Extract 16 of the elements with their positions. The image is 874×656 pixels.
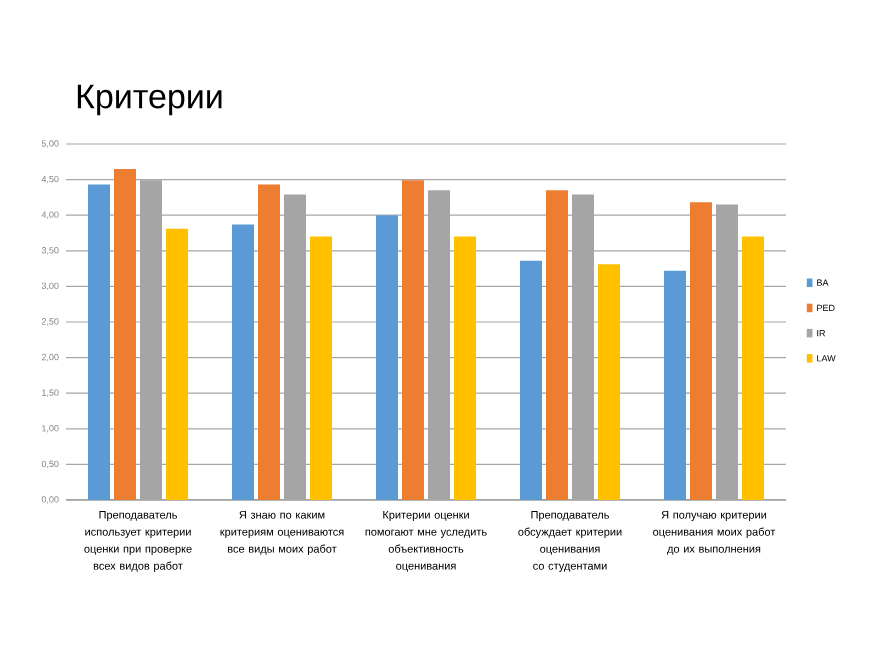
bar [258, 184, 280, 500]
bar [663, 270, 686, 500]
bar [166, 228, 188, 500]
bar [310, 236, 332, 500]
bar [376, 215, 398, 500]
bar [545, 190, 568, 500]
bar [232, 224, 254, 500]
bar [88, 184, 111, 500]
bar [453, 236, 476, 500]
bar [401, 180, 424, 500]
bar [519, 260, 542, 500]
bar [689, 202, 712, 500]
chart-title: Критерии [77, 84, 222, 116]
bar [114, 168, 137, 500]
bar [741, 236, 764, 500]
bar [597, 264, 620, 500]
